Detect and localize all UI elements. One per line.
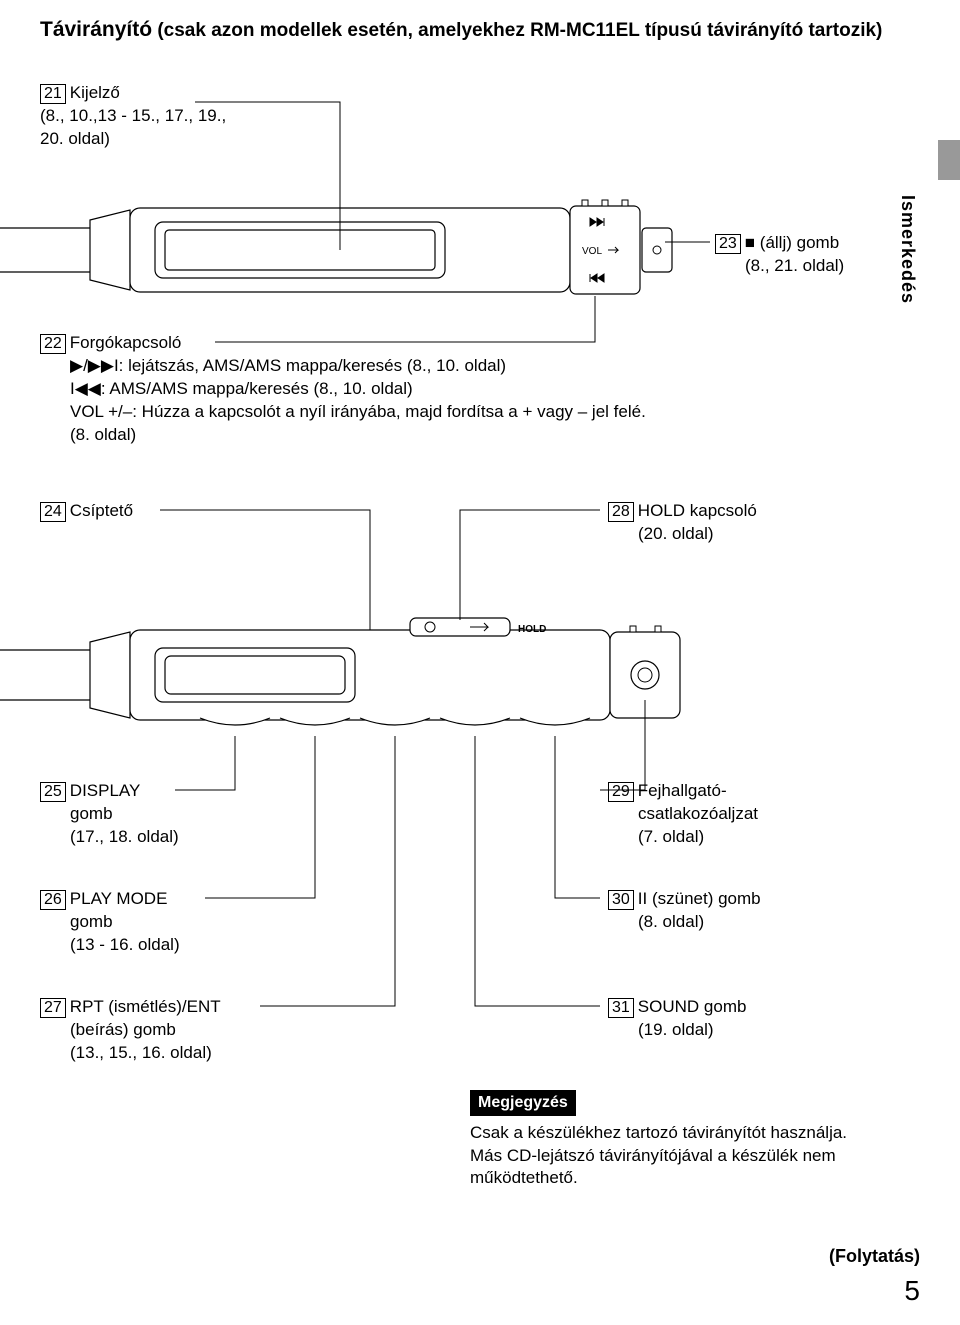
num-27: 27	[40, 998, 66, 1018]
line-22a: ▶/▶▶I: lejátszás, AMS/AMS mappa/keresés …	[40, 355, 660, 378]
num-30: 30	[608, 890, 634, 910]
label-22: Forgókapcsoló	[70, 333, 182, 352]
num-28: 28	[608, 502, 634, 522]
title-bold: Távirányító	[40, 18, 152, 41]
pages-26: (13 - 16. oldal)	[40, 934, 180, 957]
callout-25: 25DISPLAY gomb (17., 18. oldal)	[40, 780, 179, 849]
label-23: ■ (állj) gomb	[745, 233, 839, 252]
line-22b: I◀◀: AMS/AMS mappa/keresés (8., 10. olda…	[40, 378, 660, 401]
label-21: Kijelző	[70, 83, 120, 102]
pages-27: (13., 15., 16. oldal)	[40, 1042, 221, 1065]
callout-27: 27RPT (ismétlés)/ENT (beírás) gomb (13.,…	[40, 996, 221, 1065]
callout-26: 26PLAY MODE gomb (13 - 16. oldal)	[40, 888, 180, 957]
callout-23: 23■ (állj) gomb (8., 21. oldal)	[715, 232, 844, 278]
pages-31: (19. oldal)	[608, 1019, 746, 1042]
pages-23: (8., 21. oldal)	[715, 255, 844, 278]
page-title: Távirányító (csak azon modellek esetén, …	[40, 18, 920, 42]
line-22c: VOL +/–: Húzza a kapcsolót a nyíl irányá…	[40, 401, 660, 447]
label-25b: gomb	[40, 803, 179, 826]
callout-22: 22Forgókapcsoló ▶/▶▶I: lejátszás, AMS/AM…	[40, 332, 660, 447]
label-27a: RPT (ismétlés)/ENT	[70, 997, 221, 1016]
page-number: 5	[904, 1275, 920, 1307]
label-25a: DISPLAY	[70, 781, 141, 800]
label-29b: csatlakozóaljzat	[608, 803, 758, 826]
label-31: SOUND gomb	[638, 997, 747, 1016]
note-block: Megjegyzés Csak a készülékhez tartozó tá…	[470, 1090, 870, 1190]
num-21: 21	[40, 84, 66, 104]
continuation: (Folytatás)	[829, 1246, 920, 1267]
label-26b: gomb	[40, 911, 180, 934]
pages-28: (20. oldal)	[608, 523, 757, 546]
callout-21: 21Kijelző (8., 10.,13 - 15., 17., 19., 2…	[40, 82, 230, 151]
pages-21: (8., 10.,13 - 15., 17., 19., 20. oldal)	[40, 105, 230, 151]
callout-29: 29Fejhallgató- csatlakozóaljzat (7. olda…	[608, 780, 758, 849]
label-28: HOLD kapcsoló	[638, 501, 757, 520]
title-rest: (csak azon modellek esetén, amelyekhez R…	[152, 20, 882, 41]
note-badge: Megjegyzés	[470, 1090, 576, 1116]
svg-text:HOLD: HOLD	[518, 624, 546, 635]
svg-text:VOL: VOL	[582, 246, 602, 257]
callout-24: 24Csíptető	[40, 500, 133, 523]
label-29a: Fejhallgató-	[638, 781, 727, 800]
label-30: II (szünet) gomb	[638, 889, 761, 908]
pages-25: (17., 18. oldal)	[40, 826, 179, 849]
num-26: 26	[40, 890, 66, 910]
num-22: 22	[40, 334, 66, 354]
callout-30: 30II (szünet) gomb (8. oldal)	[608, 888, 761, 934]
note-text: Csak a készülékhez tartozó távirányítót …	[470, 1122, 870, 1191]
num-24: 24	[40, 502, 66, 522]
label-27b: (beírás) gomb	[40, 1019, 221, 1042]
label-26a: PLAY MODE	[70, 889, 168, 908]
num-25: 25	[40, 782, 66, 802]
callout-28: 28HOLD kapcsoló (20. oldal)	[608, 500, 757, 546]
num-29: 29	[608, 782, 634, 802]
pages-30: (8. oldal)	[608, 911, 761, 934]
num-23: 23	[715, 234, 741, 254]
side-label: Ismerkedés	[897, 195, 918, 304]
label-24: Csíptető	[70, 501, 133, 520]
callout-31: 31SOUND gomb (19. oldal)	[608, 996, 746, 1042]
side-tab	[938, 140, 960, 180]
pages-29: (7. oldal)	[608, 826, 758, 849]
num-31: 31	[608, 998, 634, 1018]
